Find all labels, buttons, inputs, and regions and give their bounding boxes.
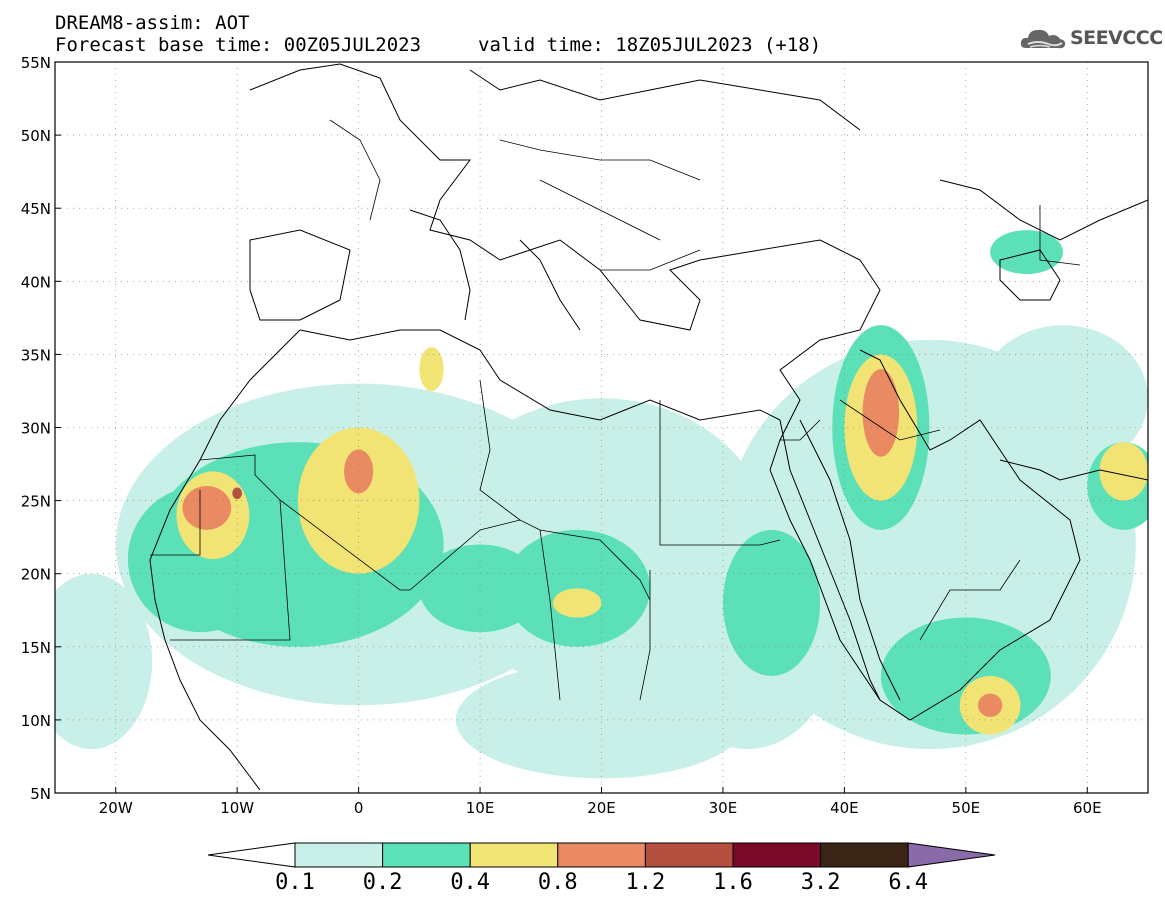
aot-region-26	[977, 693, 1003, 717]
lat-label-6: 25N	[21, 493, 51, 511]
aot-region-24	[182, 485, 232, 530]
colorbar-label-2: 0.4	[450, 870, 491, 895]
lat-label-0: 55N	[21, 54, 51, 72]
colorbar-low-arrow	[207, 842, 296, 868]
colorbar-box-4	[644, 842, 734, 868]
aot-contours	[55, 230, 1148, 779]
aot-region-23	[344, 449, 374, 494]
lon-label-6: 40E	[830, 799, 859, 817]
colorbar-label-3: 0.8	[537, 870, 578, 895]
colorbar-box-6	[820, 842, 909, 868]
lat-label-8: 15N	[21, 639, 51, 657]
lon-label-0: 20W	[99, 799, 133, 817]
lon-label-4: 20E	[587, 799, 616, 817]
coastlines	[149, 63, 1148, 791]
axis-labels: 55N 50N 45N 40N 35N 30N 25N 20N 15N 10N 5N 20W 10W 0 1…	[21, 54, 1102, 817]
aot-region-21	[419, 347, 444, 391]
lon-label-7: 50E	[952, 799, 981, 817]
aot-region-25	[862, 369, 900, 457]
colorbar-label-7: 6.4	[888, 870, 929, 895]
country-borders	[150, 119, 1081, 701]
aot-region-20	[552, 588, 602, 618]
aot-region-22	[1099, 442, 1148, 501]
colorbar-box-2	[469, 842, 559, 868]
lat-label-10: 5N	[30, 785, 51, 803]
colorbar	[207, 842, 996, 868]
valid-time: valid time: 18Z05JUL2023 (+18)	[478, 34, 822, 56]
colorbar-box-0	[294, 842, 384, 868]
lat-label-5: 30N	[21, 420, 51, 438]
colorbar-label-5: 1.6	[713, 870, 753, 895]
lon-label-5: 30E	[709, 799, 738, 817]
colorbar-box-5	[732, 842, 822, 868]
lat-label-2: 45N	[21, 200, 51, 218]
lon-label-1: 10W	[220, 799, 254, 817]
lon-label-8: 60E	[1073, 799, 1102, 817]
lat-label-3: 40N	[21, 273, 51, 291]
grid-lines	[55, 62, 1148, 793]
lat-label-7: 20N	[21, 566, 51, 584]
cloud-icon	[1020, 29, 1066, 49]
lon-label-3: 10E	[466, 799, 495, 817]
forecast-base-time: Forecast base time: 00Z05JUL2023	[55, 34, 422, 56]
lon-label-2: 0	[354, 799, 364, 817]
colorbar-label-1: 0.2	[362, 870, 403, 895]
aot-region-4	[55, 573, 153, 750]
lat-label-9: 10N	[21, 712, 51, 730]
colorbar-label-6: 3.2	[800, 870, 841, 895]
lat-label-4: 35N	[21, 346, 51, 364]
aot-region-11	[722, 529, 821, 677]
aot-region-14	[990, 230, 1063, 274]
aot-region-10	[419, 544, 541, 633]
colorbar-high-arrow	[907, 842, 996, 868]
aot-region-6	[977, 325, 1148, 472]
aot-region-27	[232, 487, 243, 500]
logo-text: SEEVCCC	[1070, 27, 1163, 49]
seevccc-logo: SEEVCCC	[1018, 24, 1163, 56]
map-title: DREAM8-assim: AOT	[55, 12, 250, 34]
lat-label-1: 50N	[21, 127, 51, 145]
colorbar-box-3	[557, 842, 646, 868]
colorbar-label-0: 0.1	[275, 870, 315, 895]
colorbar-box-1	[382, 842, 471, 868]
colorbar-label-4: 1.2	[625, 870, 666, 895]
